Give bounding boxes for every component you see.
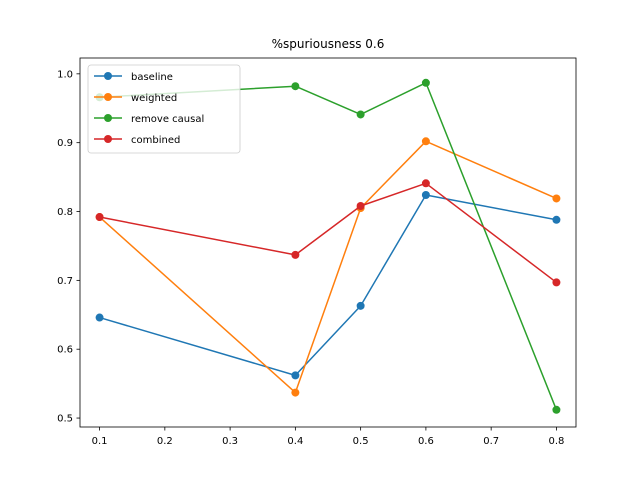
legend-label: combined: [131, 135, 180, 146]
data-point: [552, 194, 561, 203]
y-tick-label: 0.5: [57, 414, 73, 425]
data-point: [552, 405, 561, 414]
legend-marker: [104, 93, 112, 101]
legend: baseline weighted remove causal combined: [87, 64, 241, 154]
data-point: [552, 278, 561, 287]
y-tick-label: 0.8: [57, 207, 73, 218]
y-tick-label: 0.6: [57, 345, 73, 356]
data-point: [421, 179, 430, 188]
y-tick-label: 0.7: [57, 276, 73, 287]
x-tick-label: 0.2: [157, 436, 173, 447]
legend-label: baseline: [131, 72, 173, 83]
data-point: [421, 191, 430, 199]
legend-marker: [104, 135, 112, 143]
data-point: [291, 82, 300, 91]
data-point: [95, 313, 104, 322]
legend-box: [87, 64, 241, 154]
data-point: [356, 110, 365, 119]
series-line: [99, 182, 557, 284]
legend-label: remove causal: [131, 114, 204, 125]
legend-marker: [104, 114, 112, 122]
axes-frame: [79, 57, 577, 428]
data-point: [421, 78, 430, 87]
chart-title: %spuriousness 0.6: [272, 37, 385, 51]
data-point: [95, 213, 104, 222]
series-combined: [95, 179, 561, 287]
x-tick-label: 0.1: [92, 436, 108, 447]
series-line: [99, 140, 557, 394]
legend-label: weighted: [131, 93, 177, 104]
x-tick-label: 0.4: [287, 436, 303, 447]
plot-area: [95, 78, 561, 414]
legend-item: weighted: [94, 93, 177, 104]
data-point: [421, 137, 430, 146]
x-tick-label: 0.3: [222, 436, 238, 447]
x-tick-label: 0.8: [548, 436, 564, 447]
series-baseline: [95, 191, 561, 380]
data-point: [291, 250, 300, 259]
x-tick-label: 0.7: [483, 436, 499, 447]
legend-marker: [104, 72, 112, 80]
data-point: [291, 371, 300, 380]
y-tick-label: 0.9: [57, 138, 73, 149]
axes: 0.1 0.2 0.3 0.4 0.5 0.6 0.7 0.8 0.5 0.6 0.7 0.8 0.9 1…: [57, 57, 577, 447]
x-tick-label: 0.5: [353, 436, 369, 447]
x-tick-label: 0.6: [418, 436, 434, 447]
y-tick-label: 1.0: [57, 69, 73, 80]
data-point: [356, 202, 365, 211]
series-line: [99, 194, 557, 377]
legend-item: combined: [94, 135, 180, 146]
data-point: [356, 301, 365, 310]
series-weighted: [95, 137, 561, 397]
legend-item: baseline: [94, 72, 173, 83]
data-point: [552, 215, 561, 224]
legend-item: remove causal: [94, 114, 204, 125]
data-point: [291, 388, 300, 397]
